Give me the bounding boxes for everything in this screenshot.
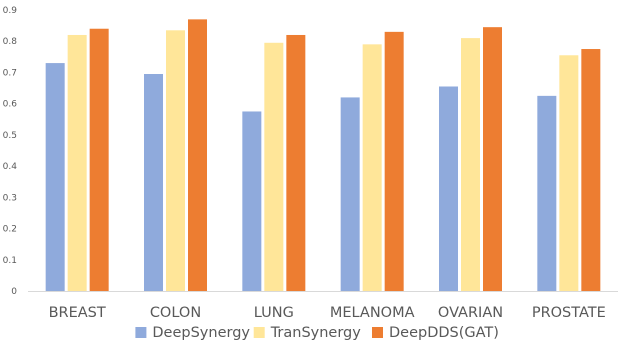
bar-deepsynergy-breast [45,63,65,292]
x-tick-label: PROSTATE [532,305,606,321]
y-tick-label: 0.7 [3,68,17,78]
x-axis: BREAST COLON LUNG MELANOMA OVARIAN PROSTATE [49,305,606,321]
bar-deepdds-gat--lung [286,34,306,291]
bar-deepsynergy-lung [242,111,262,291]
bar-transynergy-melanoma [362,44,382,291]
bar-deepsynergy-melanoma [340,97,360,291]
legend-label: DeepSynergy [152,325,250,341]
y-axis: 0 0.1 0.2 0.3 0.4 0.5 0.6 0.7 0.8 0.9 [3,6,18,297]
legend-swatch [135,327,147,338]
bar-transynergy-prostate [559,55,579,292]
bar-transynergy-ovarian [461,38,480,291]
x-tick-label: MELANOMA [330,305,415,321]
y-tick-label: 0.9 [3,6,18,16]
y-tick-label: 0 [11,287,17,297]
bar-deepdds-gat--ovarian [483,27,502,292]
x-tick-label: LUNG [254,305,294,321]
legend-swatch [253,327,265,338]
y-tick-label: 0.6 [3,100,18,110]
bars [45,19,601,292]
y-tick-label: 0.5 [3,131,17,141]
bar-deepsynergy-ovarian [439,86,458,291]
bar-deepsynergy-prostate [537,95,557,291]
x-tick-label: BREAST [49,305,106,321]
legend: DeepSynergy TranSynergy DeepDDS(GAT) [135,325,499,341]
y-tick-label: 0.4 [3,162,18,172]
y-tick-label: 0.2 [3,225,17,235]
y-tick-label: 0.1 [3,256,17,266]
legend-label: DeepDDS(GAT) [389,325,499,341]
x-tick-label: OVARIAN [438,305,503,321]
bar-deepdds-gat--prostate [581,49,601,292]
legend-label: TranSynergy [270,325,362,341]
legend-swatch [372,327,383,338]
bar-deepdds-gat--melanoma [384,31,404,291]
bar-transynergy-breast [67,34,87,291]
bar-transynergy-lung [264,42,284,292]
y-tick-label: 0.3 [3,193,17,203]
bar-transynergy-colon [166,30,185,292]
x-tick-label: COLON [150,305,201,321]
bar-deepsynergy-colon [144,74,163,291]
y-tick-label: 0.8 [3,37,18,47]
bar-deepdds-gat--colon [188,19,207,291]
bar-deepdds-gat--breast [89,28,109,291]
